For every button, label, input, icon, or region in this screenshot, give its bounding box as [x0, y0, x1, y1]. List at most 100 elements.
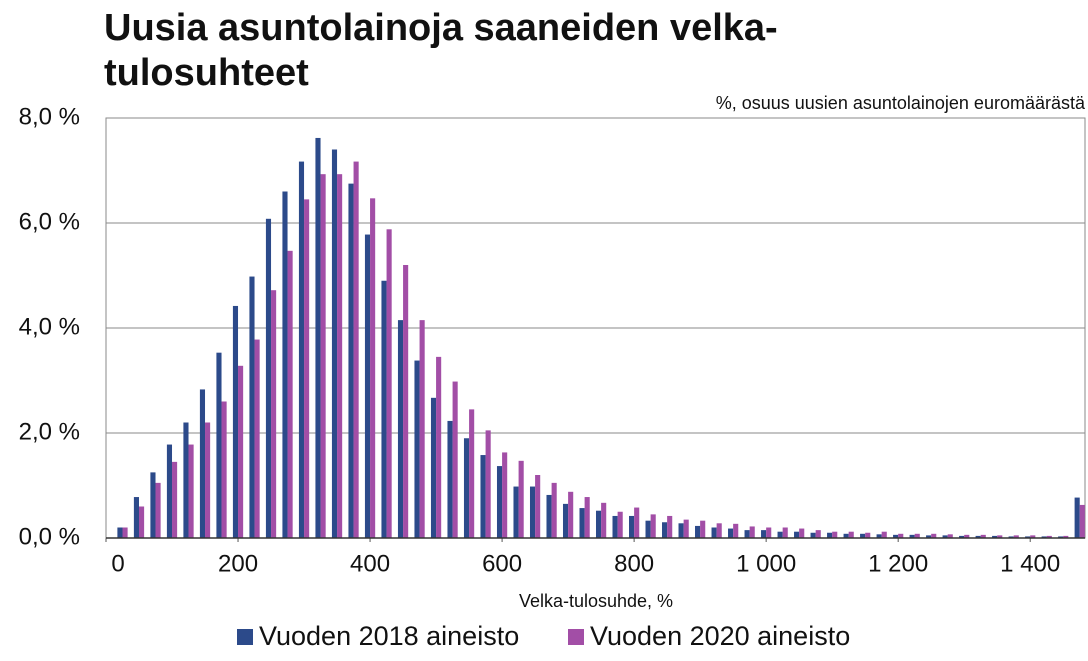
chart-title: Uusia asuntolainoja saaneiden velka-: [104, 7, 778, 49]
bar: [678, 523, 684, 538]
bar: [711, 527, 717, 538]
bar: [662, 522, 668, 538]
bar: [1008, 536, 1014, 538]
x-tick-label: 1 400: [1000, 550, 1060, 577]
bar: [315, 137, 321, 538]
bar: [546, 494, 552, 538]
bar: [265, 218, 272, 539]
chart-subtitle: %, osuus uusien asuntolainojen euromäärä…: [716, 93, 1086, 113]
bar: [744, 530, 750, 538]
bar: [562, 503, 569, 538]
bar: [1074, 497, 1080, 538]
chart-title: tulosuhteet: [104, 52, 309, 94]
bar: [183, 422, 189, 538]
bar: [601, 502, 607, 538]
bar: [980, 534, 986, 538]
bar: [947, 534, 953, 538]
bar: [430, 397, 437, 538]
bar: [452, 381, 458, 538]
bar: [612, 515, 618, 538]
bar: [1063, 535, 1069, 538]
bar: [386, 229, 392, 539]
bar: [650, 514, 656, 538]
bar: [199, 389, 206, 538]
x-tick-label: 1 000: [736, 550, 796, 577]
bar: [172, 461, 178, 538]
bar: [815, 530, 821, 538]
x-tick-label: 200: [218, 550, 258, 577]
bar: [469, 409, 475, 538]
bar: [761, 530, 767, 538]
bar: [617, 511, 623, 538]
bar: [155, 482, 161, 538]
bar: [133, 497, 140, 538]
bar: [810, 532, 816, 538]
bar: [232, 305, 239, 538]
y-tick-label: 0,0 %: [19, 523, 80, 550]
bar: [447, 420, 453, 538]
bar: [683, 519, 689, 538]
bar: [749, 526, 755, 538]
bar: [777, 531, 783, 538]
y-tick-label: 8,0 %: [19, 103, 80, 130]
bar: [150, 472, 156, 538]
bar: [271, 290, 277, 538]
bar: [645, 520, 651, 538]
bar: [117, 527, 123, 538]
bar: [331, 149, 338, 538]
bar: [909, 534, 915, 538]
bar: [403, 265, 409, 538]
bar: [931, 533, 937, 538]
bar: [992, 535, 998, 538]
bar: [166, 444, 173, 538]
x-tick-label: 0: [111, 550, 124, 577]
x-tick-label: 800: [614, 550, 654, 577]
bar: [364, 234, 371, 539]
bar: [964, 534, 970, 538]
bar: [513, 486, 519, 538]
bar: [249, 276, 255, 538]
bar: [881, 531, 887, 538]
bar: [298, 161, 305, 538]
bar: [827, 532, 833, 538]
bar: [353, 161, 359, 538]
bar: [959, 535, 965, 538]
bar: [529, 486, 536, 538]
bar: [584, 497, 590, 538]
legend-label: Vuoden 2018 aineisto: [259, 621, 519, 651]
bar: [381, 280, 387, 538]
bar: [893, 534, 899, 538]
bar: [579, 508, 585, 538]
bar: [205, 422, 211, 538]
bar: [304, 199, 310, 538]
bar: [595, 510, 602, 538]
bar: [496, 466, 503, 538]
y-tick-label: 2,0 %: [19, 418, 80, 445]
bar: [865, 532, 871, 538]
bar: [799, 528, 805, 538]
legend-label: Vuoden 2020 aineisto: [590, 621, 850, 651]
bar: [782, 527, 788, 538]
bar: [419, 320, 425, 538]
bar: [794, 531, 800, 538]
bar: [997, 535, 1003, 538]
bar: [568, 491, 574, 538]
bar: [254, 339, 260, 538]
x-tick-label: 1 200: [868, 550, 928, 577]
bar: [320, 174, 326, 539]
x-axis-label: Velka-tulosuhde, %: [519, 591, 673, 611]
legend-swatch: [237, 629, 253, 645]
bar: [188, 444, 194, 538]
bar: [436, 356, 442, 538]
x-tick-label: 400: [350, 550, 390, 577]
bar: [848, 531, 854, 538]
bar: [480, 455, 486, 538]
bar: [348, 183, 354, 538]
bar: [414, 360, 420, 538]
bar: [535, 475, 541, 538]
y-tick-label: 6,0 %: [19, 208, 80, 235]
bar: [287, 250, 293, 538]
bar: [700, 520, 706, 538]
bar: [832, 531, 838, 538]
bar: [629, 515, 635, 538]
